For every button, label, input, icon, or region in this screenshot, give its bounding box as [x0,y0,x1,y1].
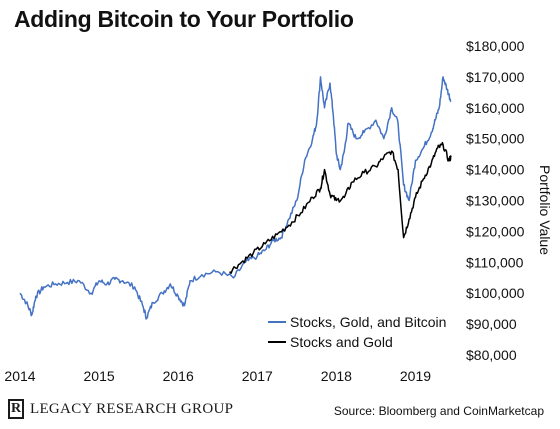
y-tick-label: $160,000 [466,100,525,116]
x-tick-labels: 2014 2015 2016 2017 2018 2019 [4,368,431,384]
x-tick-label: 2017 [242,368,273,384]
legend-label-gold: Stocks and Gold [290,334,393,350]
y-axis-label: Portfolio Value [537,165,553,255]
series-line-stocks-gold [229,141,452,274]
y-tick-label: $180,000 [466,38,525,54]
series-lines [19,76,452,320]
logo-mark-icon: R [8,399,24,419]
y-tick-label: $150,000 [466,131,525,147]
y-tick-label: $140,000 [466,162,525,178]
y-tick-label: $130,000 [466,193,525,209]
x-tick-label: 2016 [163,368,194,384]
legend-label-bitcoin: Stocks, Gold, and Bitcoin [290,314,446,330]
series-line-stocks-gold-bitcoin [19,76,452,320]
y-tick-label: $170,000 [466,69,525,85]
y-tick-label: $100,000 [466,285,525,301]
chart-title: Adding Bitcoin to Your Portfolio [14,6,354,32]
y-tick-label: $120,000 [466,223,525,239]
legacy-research-logo: R LEGACY RESEARCH GROUP [8,399,233,419]
y-tick-labels: $80,000 $90,000 $100,000 $110,000 $120,000 $1… [466,38,525,363]
source-note: Source: Bloomberg and CoinMarketcap [333,404,544,418]
y-tick-label: $90,000 [466,316,517,332]
x-tick-label: 2018 [321,368,352,384]
logo-text: LEGACY RESEARCH GROUP [30,400,234,417]
y-tick-label: $110,000 [466,254,524,270]
x-tick-label: 2015 [84,368,115,384]
legend: Stocks, Gold, and Bitcoin Stocks and Gol… [268,314,446,350]
y-tick-label: $80,000 [466,347,517,363]
x-tick-label: 2014 [4,368,35,384]
x-tick-label: 2019 [400,368,431,384]
